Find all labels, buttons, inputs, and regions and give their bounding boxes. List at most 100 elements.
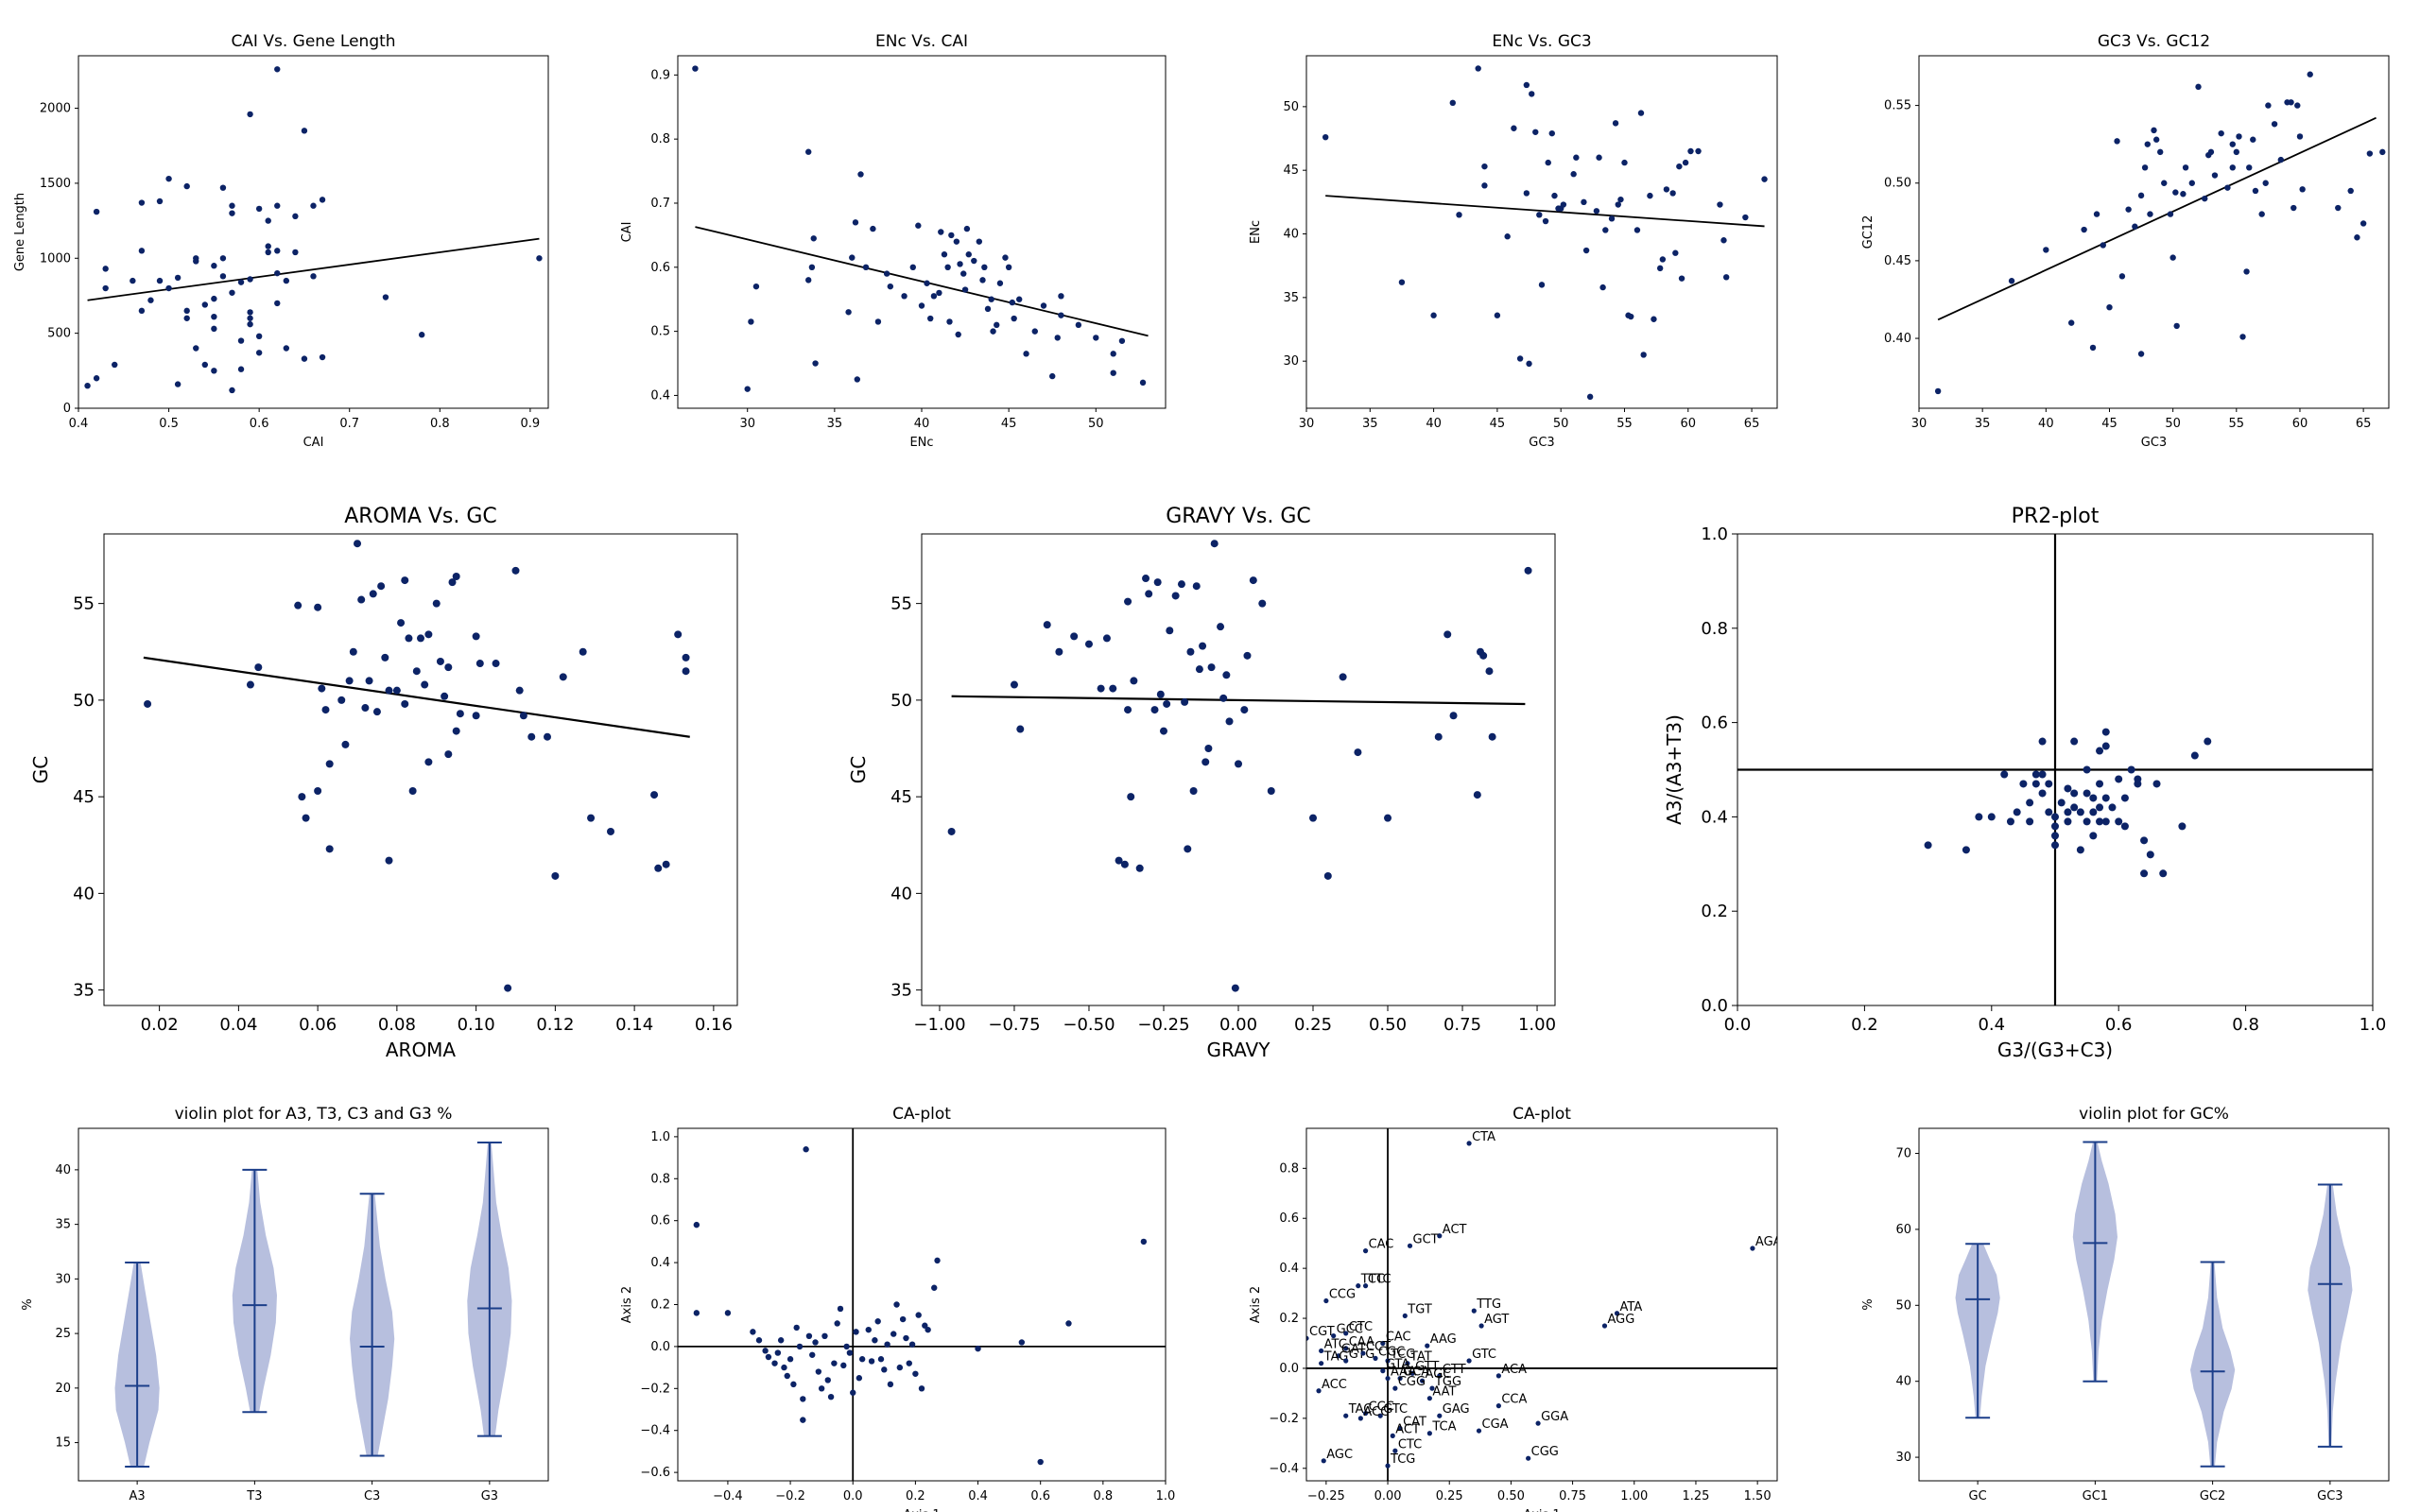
data-point xyxy=(1009,299,1016,306)
x-tick-label: 30 xyxy=(1299,417,1315,431)
data-point xyxy=(975,1345,981,1352)
x-tick-label: 0.12 xyxy=(536,1015,574,1035)
data-point xyxy=(183,307,190,315)
trend-line xyxy=(695,226,1149,337)
data-point xyxy=(840,1362,847,1369)
x-tick-label: GC2 xyxy=(2200,1489,2225,1503)
data-point xyxy=(2093,211,2100,217)
data-point xyxy=(748,318,754,325)
y-tick-label: 0.7 xyxy=(650,197,670,211)
data-point xyxy=(2296,133,2304,140)
data-point xyxy=(1608,215,1616,222)
x-tick-label: 35 xyxy=(1362,417,1378,431)
data-point xyxy=(1582,247,1590,254)
data-point xyxy=(1199,642,1207,650)
y-tick-label: 40 xyxy=(55,1163,71,1177)
data-point xyxy=(361,704,370,713)
codon-label: ACA xyxy=(1501,1363,1527,1377)
data-point xyxy=(1551,192,1558,199)
data-point xyxy=(2173,322,2180,330)
data-point xyxy=(2013,808,2021,816)
y-tick-label: −0.2 xyxy=(640,1382,670,1396)
y-tick-label: −0.6 xyxy=(640,1466,670,1480)
y-tick-label: 0.2 xyxy=(650,1298,670,1313)
data-point xyxy=(815,1368,822,1375)
data-point xyxy=(1102,634,1111,643)
y-tick-label: 25 xyxy=(55,1327,71,1341)
codon-label: TAT xyxy=(1409,1350,1432,1365)
codon-label: ACC xyxy=(1363,1405,1389,1419)
x-tick-label: 65 xyxy=(1744,417,1760,431)
data-point xyxy=(808,264,816,270)
data-point xyxy=(1093,335,1099,341)
y-tick-label: 35 xyxy=(1283,291,1299,305)
x-tick-label: 0.00 xyxy=(1374,1489,1402,1503)
codon-point xyxy=(1380,1340,1386,1347)
data-point xyxy=(1511,125,1517,131)
data-point xyxy=(2229,141,2236,147)
data-point xyxy=(2141,164,2149,171)
data-point xyxy=(903,1334,909,1342)
y-tick-label: 0.6 xyxy=(650,261,670,275)
chart-title: GRAVY Vs. GC xyxy=(1166,505,1310,528)
data-point xyxy=(246,680,254,689)
data-point xyxy=(924,280,930,286)
data-point xyxy=(906,1360,912,1366)
data-point xyxy=(1532,129,1539,135)
x-tick-label: 60 xyxy=(1681,417,1697,431)
data-point xyxy=(1118,337,1126,344)
codon-label: AGT xyxy=(1484,1313,1509,1327)
y-tick-label: 0.4 xyxy=(1701,807,1728,827)
data-point xyxy=(193,345,199,352)
y-tick-label: 0.8 xyxy=(650,1172,670,1186)
data-point xyxy=(1987,813,1996,821)
data-point xyxy=(1040,302,1047,309)
chart-title: PR2-plot xyxy=(2012,505,2100,528)
codon-point xyxy=(1495,1403,1501,1409)
codon-point xyxy=(1323,1297,1329,1304)
data-point xyxy=(2076,808,2084,816)
y-tick-label: 40 xyxy=(73,884,95,903)
x-tick-label: 0.14 xyxy=(615,1015,653,1035)
data-point xyxy=(1612,120,1619,127)
x-tick-label: 1.00 xyxy=(1620,1489,1648,1503)
trend-line xyxy=(1937,116,2377,321)
data-point xyxy=(946,318,953,325)
data-point xyxy=(936,289,942,297)
codon-point xyxy=(1390,1433,1395,1438)
x-tick-label: 0.10 xyxy=(458,1015,495,1035)
data-point xyxy=(1023,351,1029,357)
data-point xyxy=(922,1322,928,1329)
y-tick-label: −0.4 xyxy=(640,1424,670,1438)
data-point xyxy=(247,309,253,316)
data-point xyxy=(2288,99,2294,106)
y-tick-label: 45 xyxy=(890,787,912,807)
data-point xyxy=(850,1389,856,1396)
data-point xyxy=(996,280,1004,286)
data-point xyxy=(1142,575,1150,583)
data-point xyxy=(1163,699,1171,708)
codon-point xyxy=(1343,1331,1349,1336)
data-point xyxy=(1488,732,1496,741)
data-point xyxy=(2101,728,2110,736)
codon-point xyxy=(1362,1283,1369,1289)
data-point xyxy=(2265,102,2272,109)
data-point xyxy=(417,634,424,643)
codon-label: GTT xyxy=(1415,1360,1439,1374)
data-point xyxy=(318,684,326,693)
data-point xyxy=(2218,129,2224,137)
data-point xyxy=(1672,249,1679,256)
data-point xyxy=(2019,780,2028,788)
data-point xyxy=(1934,387,1942,395)
data-point xyxy=(1309,814,1318,822)
codon-label: AAA xyxy=(1391,1366,1417,1380)
data-point xyxy=(1204,745,1213,753)
data-point xyxy=(1127,793,1135,801)
data-point xyxy=(1010,680,1018,689)
data-point xyxy=(1016,296,1023,302)
data-point xyxy=(2043,247,2049,253)
y-tick-label: 40 xyxy=(1895,1375,1911,1389)
data-point xyxy=(955,331,961,338)
x-axis-label: GC3 xyxy=(2141,436,2167,450)
data-point xyxy=(1962,846,1970,854)
